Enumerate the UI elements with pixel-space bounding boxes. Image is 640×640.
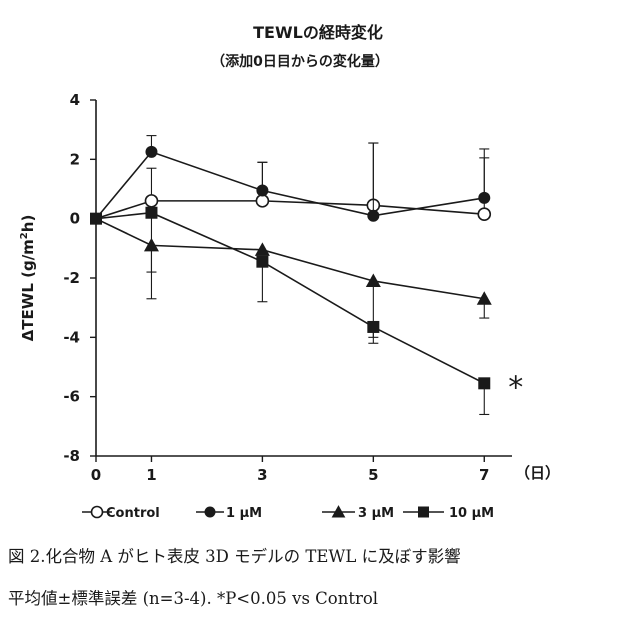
figure-caption-line-2: 平均値±標準誤差 (n=3-4). *P<0.05 vs Control [8, 585, 634, 609]
x-tick-label: 1 [146, 466, 156, 484]
data-point [145, 146, 157, 158]
series-2 [96, 219, 492, 338]
legend-label: 3 μM [358, 506, 394, 521]
data-point [367, 210, 379, 222]
data-point [478, 192, 490, 204]
data-point [256, 184, 268, 196]
legend-item-3: 10 μM [403, 506, 494, 521]
figure-caption-line-1: 図 2.化合物 A がヒト表皮 3D モデルの TEWL に及ぼす影響 [8, 543, 634, 567]
legend: Control 1 μM 3 μM 10 μM [82, 505, 494, 521]
x-tick-label: 5 [368, 466, 378, 484]
y-tick-label: 4 [70, 91, 80, 109]
data-point [145, 195, 157, 207]
x-tick-label: 3 [257, 466, 267, 484]
legend-label: Control [106, 506, 160, 521]
tewl-line-chart: TEWLの経時変化 （添加0日目からの変化量） ΔTEWL (g/m2h) （日… [0, 0, 640, 540]
y-tick-label: -4 [63, 328, 80, 346]
chart-title: TEWLの経時変化 [253, 23, 383, 42]
data-point [256, 195, 268, 207]
x-axis-unit-label: （日） [515, 464, 560, 482]
plot-area: * [90, 136, 523, 415]
data-point [145, 207, 157, 219]
legend-marker [205, 507, 216, 518]
axes: 4 2 0 -2 -4 -6 -8 0 1 3 5 7 [63, 91, 512, 484]
legend-item-0: Control [82, 506, 160, 521]
data-point [367, 321, 379, 333]
significance-asterisk: * [508, 370, 523, 405]
x-tick-label: 7 [479, 466, 489, 484]
legend-marker [92, 507, 103, 518]
legend-label: 1 μM [226, 506, 262, 521]
y-tick-label: 0 [70, 210, 80, 228]
data-point [90, 213, 102, 225]
legend-marker [418, 507, 429, 518]
series-3 [90, 207, 490, 415]
data-point [478, 208, 490, 220]
series-line [96, 213, 484, 384]
y-tick-label: -6 [63, 388, 80, 406]
y-tick-label: 2 [70, 150, 80, 168]
chart-subtitle: （添加0日目からの変化量） [211, 53, 389, 70]
series-line [96, 219, 484, 299]
legend-item-2: 3 μM [322, 505, 394, 521]
x-tick-label: 0 [91, 466, 101, 484]
y-tick-label: -2 [63, 269, 80, 287]
y-label-tail: h) [19, 215, 37, 233]
y-label-superscript: 2 [19, 232, 30, 239]
y-axis-label: ΔTEWL (g/m2h) [19, 215, 37, 342]
legend-label: 10 μM [449, 506, 494, 521]
legend-item-1: 1 μM [196, 506, 262, 521]
data-point [256, 256, 268, 268]
data-point [478, 377, 490, 389]
y-tick-label: -8 [63, 447, 80, 465]
